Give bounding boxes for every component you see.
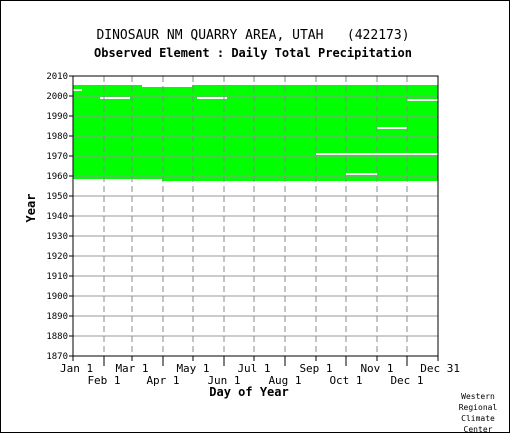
x-tick-label-top: Dec 31: [420, 362, 460, 375]
x-tick-label-bottom: Oct 1: [329, 374, 362, 387]
x-tick-label-bottom: Dec 1: [390, 374, 423, 387]
missing-gap-5: [407, 99, 438, 101]
missing-gap-1: [73, 89, 82, 91]
x-tick-label-top: Sep 1: [299, 362, 332, 375]
x-tick-label-bottom: Apr 1: [146, 374, 179, 387]
y-tick-label: 1950: [46, 192, 68, 202]
y-tick-label: 2010: [46, 72, 68, 82]
x-tick-label-top: May 1: [176, 362, 209, 375]
y-tick-label: 1980: [46, 132, 68, 142]
credit-line-2: Regional: [459, 403, 498, 412]
y-tick-label: 1890: [46, 312, 68, 322]
x-axis-label: Day of Year: [209, 385, 288, 399]
missing-gap-6: [377, 127, 407, 129]
x-tick-label-top: Jan 1: [60, 362, 93, 375]
y-tick-label: 1990: [46, 112, 68, 122]
observed-block-1: [73, 85, 438, 179]
x-tick-label-top: Mar 1: [115, 362, 148, 375]
missing-gap-8: [346, 153, 438, 155]
y-axis-label: Year: [24, 194, 38, 223]
y-tick-label: 1900: [46, 292, 68, 302]
missing-gap-2: [100, 97, 130, 99]
observed-block-2: [162, 179, 438, 181]
missing-gap-7: [316, 153, 346, 155]
y-tick-label: 1960: [46, 172, 68, 182]
y-tick-label: 1940: [46, 212, 68, 222]
missing-gap-3: [197, 97, 227, 99]
x-tick-label-bottom: Feb 1: [87, 374, 120, 387]
missing-gap-9: [346, 173, 377, 175]
y-tick-label: 2000: [46, 92, 68, 102]
missing-gap-4: [142, 85, 192, 87]
x-tick-label-top: Jul 1: [237, 362, 270, 375]
credit-line-4: Center: [464, 425, 493, 434]
wrcc-credit: Western Regional Climate Center: [459, 392, 498, 434]
credit-line-3: Climate: [461, 414, 495, 423]
y-tick-label: 1970: [46, 152, 68, 162]
y-tick-label: 1930: [46, 232, 68, 242]
y-tick-label: 1920: [46, 252, 68, 262]
x-tick-label-top: Nov 1: [360, 362, 393, 375]
chart-title: DINOSAUR NM QUARRY AREA, UTAH (422173): [96, 28, 409, 43]
y-tick-label: 1870: [46, 352, 68, 362]
x-tick-label-bottom: Aug 1: [268, 374, 301, 387]
y-tick-label: 1880: [46, 332, 68, 342]
chart-subtitle: Observed Element : Daily Total Precipita…: [94, 46, 412, 60]
y-tick-label: 1910: [46, 272, 68, 282]
credit-line-1: Western: [461, 392, 495, 401]
x-tick-label-bottom: Jun 1: [207, 374, 240, 387]
